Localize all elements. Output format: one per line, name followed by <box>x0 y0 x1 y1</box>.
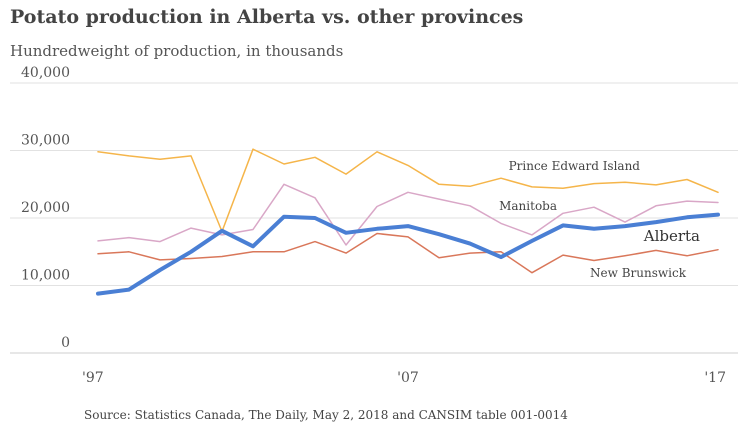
x-tick-label: '07 <box>397 370 419 386</box>
chart-title: Potato production in Alberta vs. other p… <box>10 6 524 28</box>
x-axis-ticks: '97 '07 '17 <box>82 370 726 386</box>
series-label-prince-edward-island: Prince Edward Island <box>509 159 641 173</box>
series-labels: Prince Edward Island Manitoba New Brunswic… <box>499 159 700 280</box>
source-note: Source: Statistics Canada, The Daily, Ma… <box>84 408 568 422</box>
series-line-alberta <box>96 212 720 296</box>
chart-subtitle: Hundredweight of production, in thousand… <box>10 42 344 60</box>
y-tick-label: 40,000 <box>21 65 70 81</box>
y-axis-ticks: 0 10,000 20,000 30,000 40,000 <box>21 65 70 351</box>
series-label-alberta: Alberta <box>643 227 700 245</box>
y-tick-label: 30,000 <box>21 133 70 149</box>
y-tick-label: 10,000 <box>21 268 70 284</box>
series-line-manitoba <box>97 183 719 246</box>
x-tick-label: '97 <box>82 370 104 386</box>
y-tick-label: 0 <box>61 335 70 351</box>
series-label-new-brunswick: New Brunswick <box>590 266 687 280</box>
grid-layer <box>10 82 738 354</box>
series-line-prince-edward-island <box>97 148 719 233</box>
series-layer <box>96 148 720 296</box>
x-tick-label: '17 <box>704 370 726 386</box>
series-line-new-brunswick <box>97 232 719 274</box>
series-label-manitoba: Manitoba <box>499 199 557 213</box>
y-tick-label: 20,000 <box>21 200 70 216</box>
